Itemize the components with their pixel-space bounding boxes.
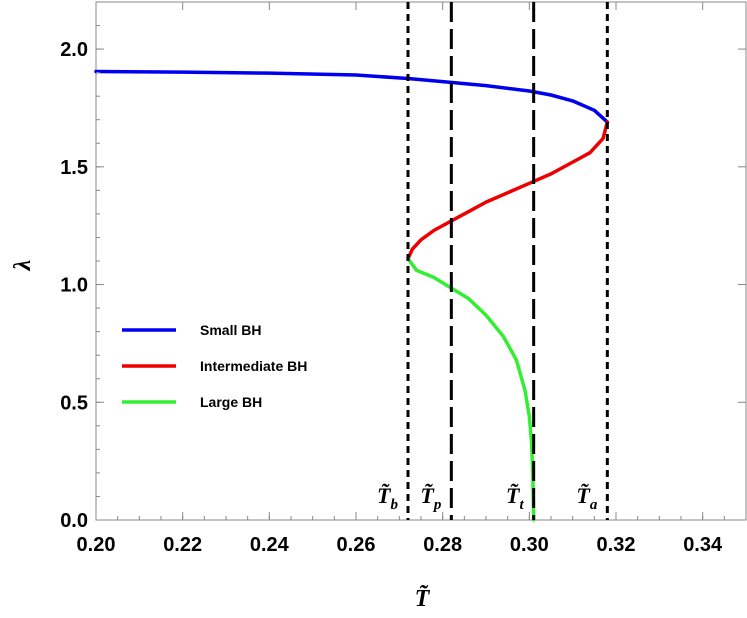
vertical-line-label-t: T̃t (506, 483, 524, 513)
vertical-line-label-p: T̃p (420, 483, 441, 513)
legend-label: Small BH (200, 322, 261, 338)
x-tick-label: 0.20 (77, 534, 116, 556)
legend: Small BH Intermediate BH Large BH (122, 322, 307, 410)
x-tick-label: 0.22 (163, 534, 202, 556)
legend-label: Large BH (200, 394, 262, 410)
x-tick-label: 0.24 (250, 534, 290, 556)
vertical-line-label-b: T̃b (377, 483, 398, 513)
x-axis-title: T̃ (415, 586, 431, 612)
series-line-large-bh (406, 256, 536, 522)
vertical-lines (406, 2, 609, 520)
x-tick-label: 0.30 (510, 534, 549, 556)
x-tick-label: 0.32 (597, 534, 636, 556)
y-tick-label: 0.5 (60, 392, 88, 414)
legend-label: Intermediate BH (200, 358, 307, 374)
x-axis-ticks: 0.20 0.22 0.24 0.26 0.28 0.30 0.32 0.34 (77, 2, 747, 556)
y-tick-label: 1.5 (60, 157, 88, 179)
y-tick-label: 1.0 (60, 275, 88, 297)
x-tick-label: 0.28 (423, 534, 462, 556)
curves (94, 69, 610, 522)
vertical-line-label-a: T̃a (576, 483, 597, 513)
y-tick-label: 0.0 (60, 510, 88, 532)
series-line-small-bh (94, 69, 610, 124)
vertical-line-labels: T̃b T̃p T̃t T̃a (377, 483, 598, 513)
series-line-intermediate-bh (406, 120, 610, 261)
y-axis-title: λ (10, 259, 36, 271)
x-tick-label: 0.34 (683, 534, 723, 556)
y-tick-label: 2.0 (60, 39, 88, 61)
y-axis-ticks: 0.0 0.5 1.0 1.5 2.0 (60, 1, 746, 532)
x-tick-label: 0.26 (337, 534, 376, 556)
